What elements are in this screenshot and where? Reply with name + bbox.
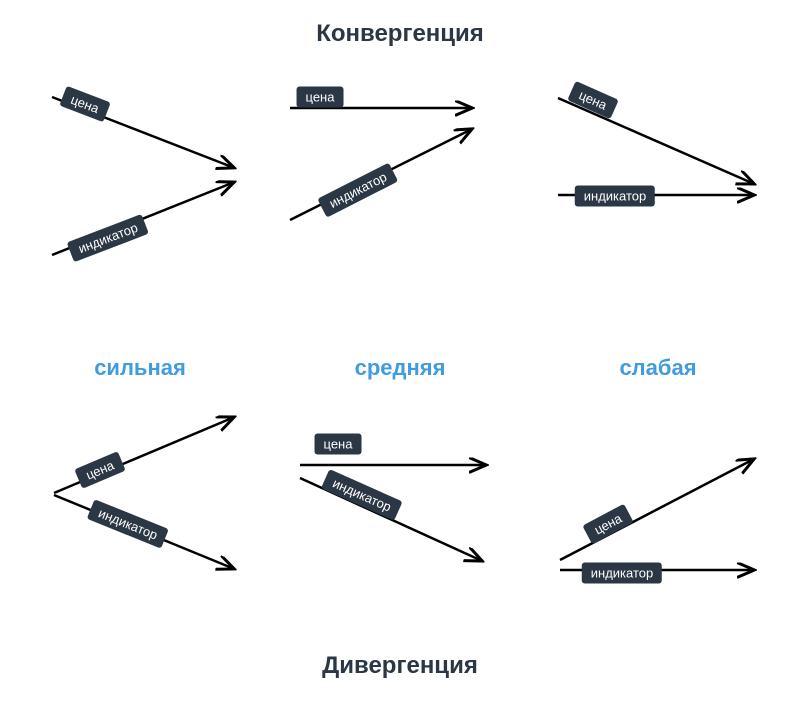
div-medium-price-tag: цена (315, 434, 362, 455)
arrows-layer (0, 0, 800, 709)
conv-weak-indicator-tag: индикатор (575, 186, 655, 207)
div-weak-price-arrow (560, 460, 752, 560)
conv-weak-price-arrow (558, 98, 752, 183)
conv-medium-price-tag: цена (297, 87, 344, 108)
div-weak-indicator-tag: индикатор (582, 563, 662, 584)
